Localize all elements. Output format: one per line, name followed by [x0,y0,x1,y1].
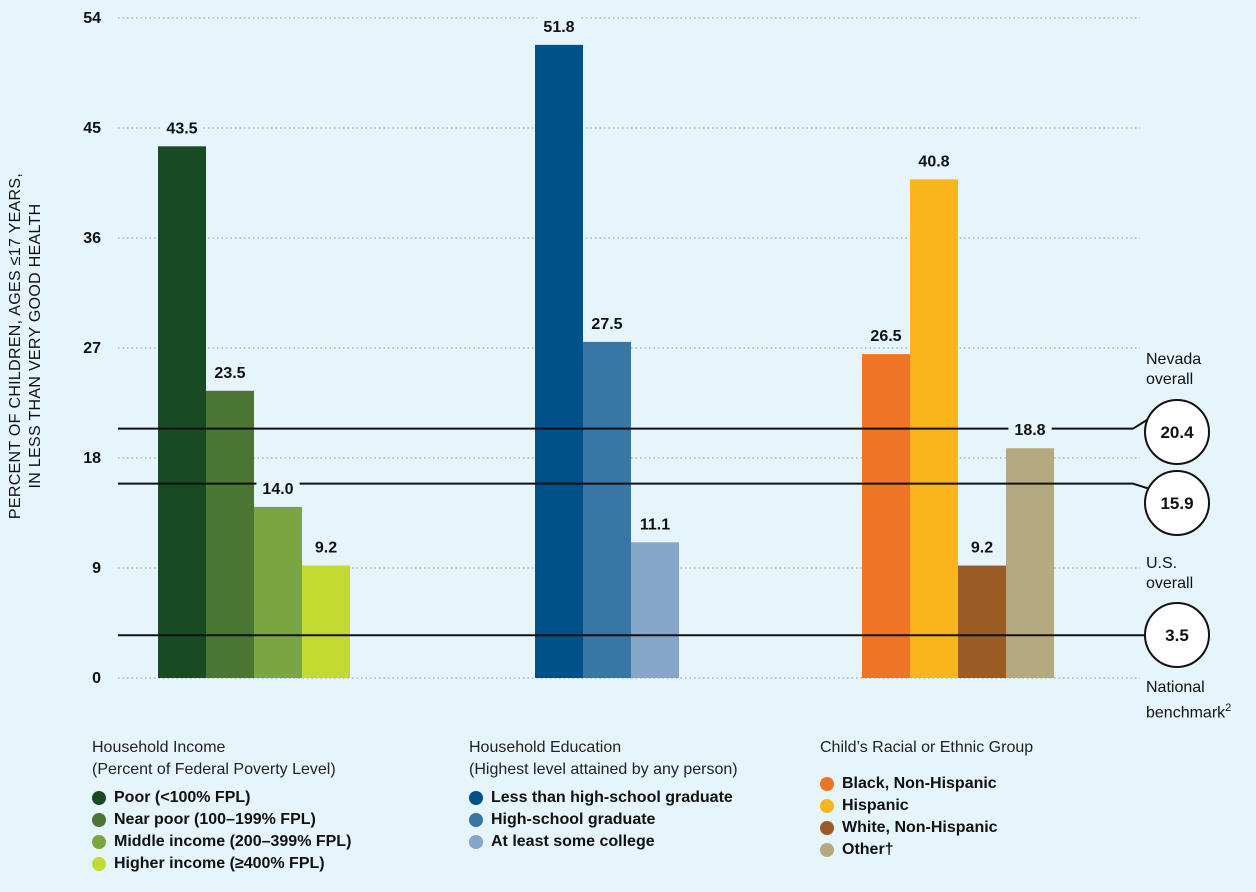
legend-swatch [820,799,834,813]
legend-item: At least some college [469,831,738,853]
reference-value-label: 20.4 [1160,423,1194,442]
bar-value-label: 43.5 [166,120,197,137]
nevada-overall-caption: Nevada overall [1146,351,1202,388]
y-tick-label: 0 [92,670,101,687]
bar-value-label: 9.2 [315,540,337,557]
bar [583,341,631,678]
bar [254,506,302,678]
bar-value-label-background [1008,420,1052,442]
legend-swatch [820,777,834,791]
bar [958,565,1006,678]
bar-value-label: 18.8 [1014,422,1045,439]
legend-item: High-school graduate [469,809,738,831]
legend-title-income-2: (Percent of Federal Poverty Level) [92,761,336,778]
legend-swatch [820,821,834,835]
legend-item: Poor (<100% FPL) [92,787,351,809]
y-tick-label: 54 [83,10,101,27]
bar [1006,448,1054,678]
y-tick-label: 18 [83,450,101,467]
reference-value-label: 3.5 [1165,626,1189,645]
legend-swatch [469,835,483,849]
bar-value-label-background [864,326,908,348]
bar [535,44,583,678]
y-axis-label: PERCENT OF CHILDREN, AGES ≤17 YEARS, IN … [6,173,46,519]
legend-item: Other† [820,839,1033,861]
bar [158,146,206,679]
bar [206,390,254,678]
legend-item: Higher income (≥400% FPL) [92,853,351,875]
reference-value-badge [1144,399,1210,465]
bar [862,354,910,678]
legend-item: Near poor (100–199% FPL) [92,809,351,831]
y-tick-label: 36 [83,230,101,247]
bar-value-label-background [537,16,581,38]
legend-item: Black, Non-Hispanic [820,773,1033,795]
bar-value-label: 51.8 [543,19,574,36]
y-tick-label: 45 [83,120,101,137]
legend-item: Hispanic [820,795,1033,817]
y-axis-label-line-1: PERCENT OF CHILDREN, AGES ≤17 YEARS, [7,172,24,520]
reference-line [118,482,1151,490]
legend-racial-ethnic-group: Child’s Racial or Ethnic Group Black, No… [820,737,1033,861]
reference-line [118,417,1151,430]
bar-value-label: 9.2 [971,540,993,557]
bars [158,44,1054,679]
bar-value-label-background [308,537,344,559]
us-overall-caption: U.S. overall [1146,555,1194,592]
y-tick-label: 9 [92,560,101,577]
y-axis-ticks: 0 9 18 27 36 45 54 [83,10,101,687]
bar-value-label: 14.0 [262,481,293,498]
legend-swatch [820,843,834,857]
legend-title-race: Child’s Racial or Ethnic Group [820,739,1034,756]
legend-swatch [92,791,106,805]
bar-value-label-background [912,151,956,173]
bar-value-label: 23.5 [214,365,245,382]
reference-value-badge [1144,470,1210,536]
legend-item: Less than high-school graduate [469,787,738,809]
bar-value-label: 27.5 [591,316,622,333]
legend-item: White, Non-Hispanic [820,817,1033,839]
legend-item: Middle income (200–399% FPL) [92,831,351,853]
legend-title-income-1: Household Income [92,739,226,756]
bar-value-label-background [160,118,204,140]
bar-value-label-background [633,514,677,536]
y-tick-label: 27 [83,340,101,357]
legend-title-education-2: (Highest level attained by any person) [469,761,738,778]
legend-household-education: Household Education (Highest level attai… [469,737,738,853]
bar-value-label-background [208,362,252,384]
reference-value-badge [1144,602,1210,668]
bar-value-label: 11.1 [640,516,670,533]
legend-household-income: Household Income (Percent of Federal Pov… [92,737,351,875]
legend-title-education-1: Household Education [469,739,622,756]
bar-value-label-background [256,478,300,500]
legend-swatch [92,835,106,849]
y-axis-label-line-2: IN LESS THAN VERY GOOD HEALTH [27,203,44,489]
reference-lines: 20.4 15.9 3.5 [118,399,1210,668]
bar-value-label-background [585,313,629,335]
bar-value-labels: 43.5 23.5 14.0 9.2 51.8 27.5 11.1 26.5 40.8 9.2 18… [160,16,1052,559]
national-benchmark-caption: National benchmark2 [1146,679,1232,722]
reference-value-label: 15.9 [1160,494,1193,513]
bar [631,542,679,678]
legend-swatch [92,813,106,827]
bar-value-label-background [964,537,1000,559]
legend-swatch [92,857,106,871]
bar-value-label: 40.8 [918,153,949,170]
legend-swatch [469,791,483,805]
bar [302,565,350,678]
legend-swatch [469,813,483,827]
bar-value-label: 26.5 [870,328,901,345]
